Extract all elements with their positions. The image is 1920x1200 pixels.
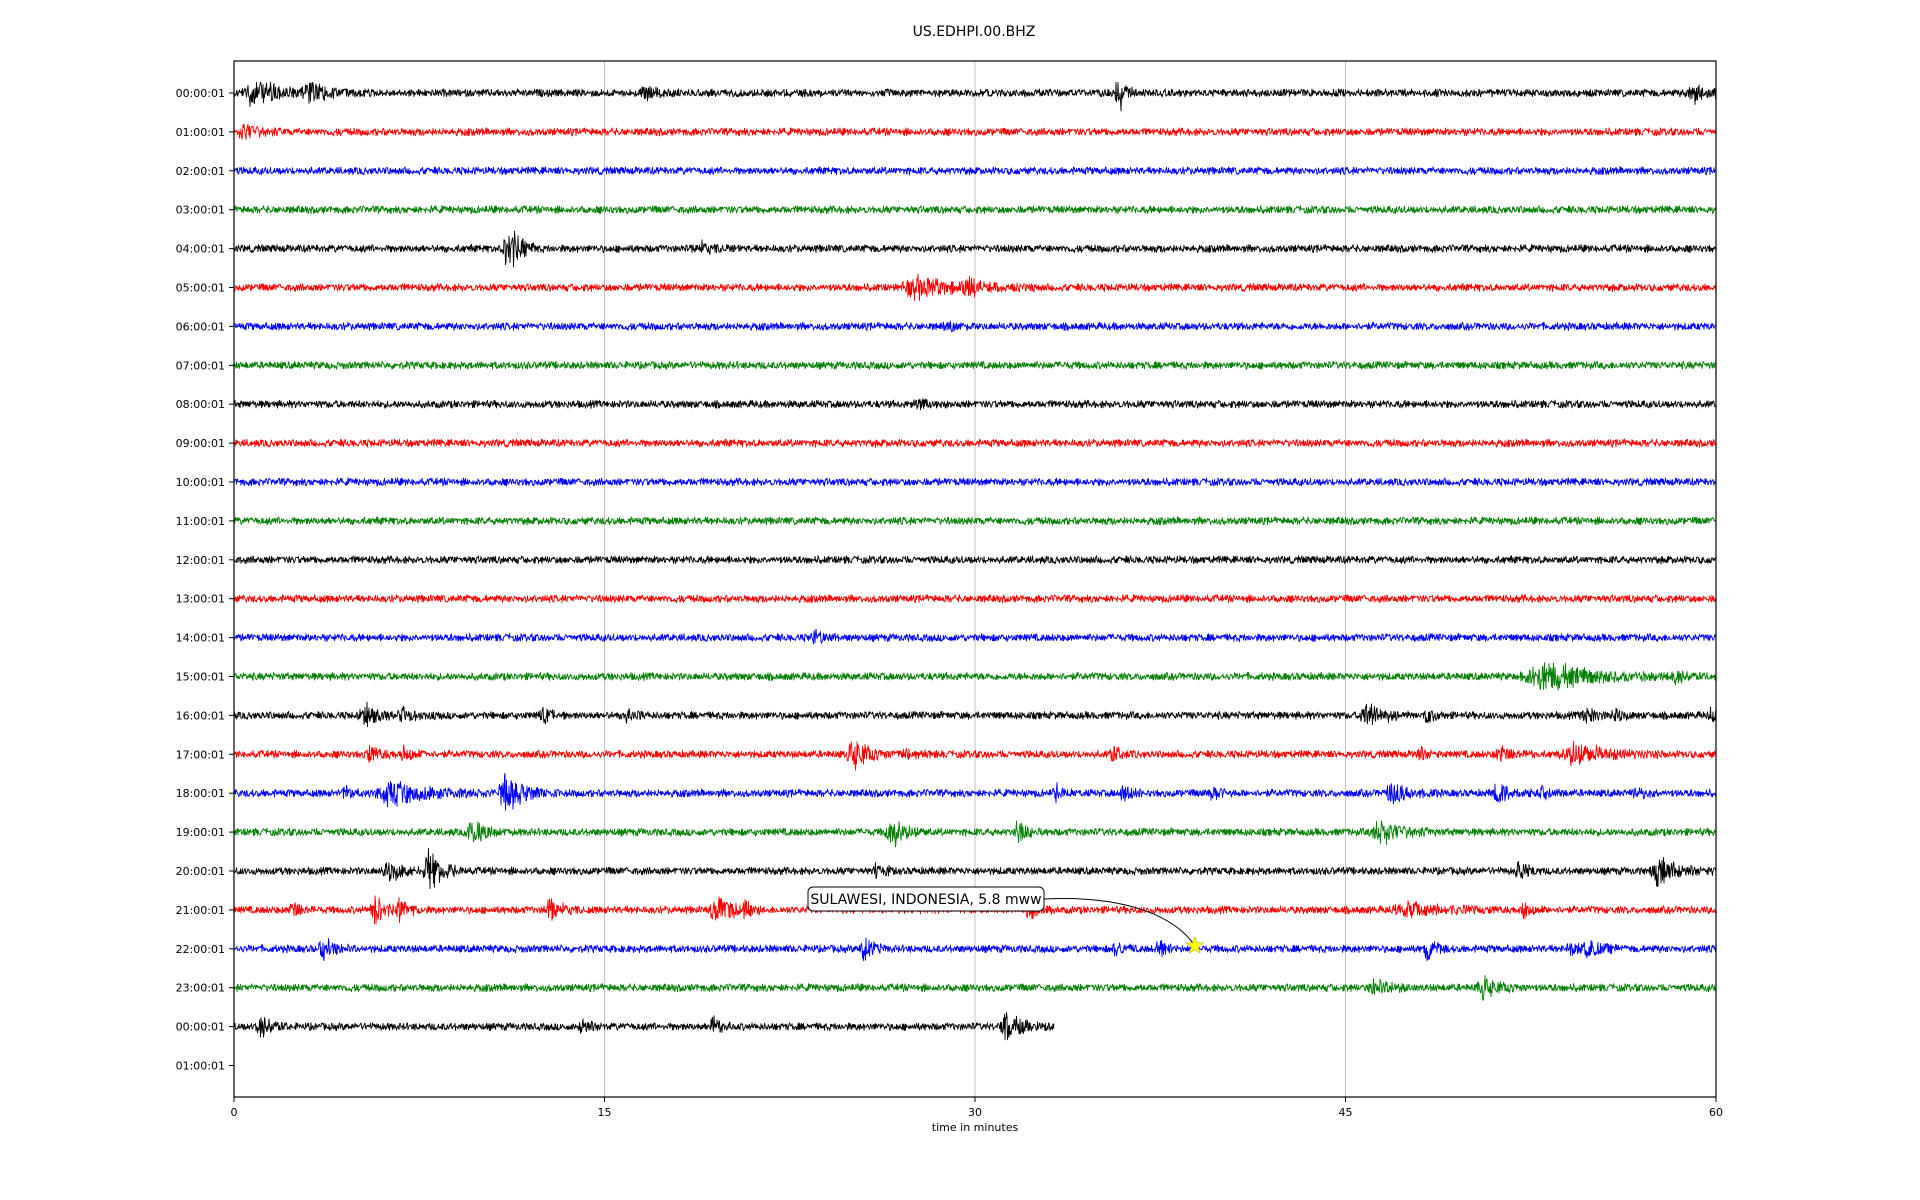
trace-rows (233, 81, 1717, 1041)
y-tick-label: 02:00:01 (176, 165, 225, 178)
y-tick-label: 14:00:01 (176, 632, 225, 645)
trace-row-6 (233, 320, 1717, 333)
x-tick-label: 0 (231, 1106, 238, 1119)
annotation-connector (1043, 898, 1196, 947)
x-axis-label: time in minutes (932, 1121, 1019, 1134)
y-tick-label: 04:00:01 (176, 243, 225, 256)
trace-row-22 (233, 937, 1717, 962)
trace-row-13 (233, 594, 1717, 604)
y-tick-label: 09:00:01 (176, 437, 225, 450)
trace-row-19 (233, 820, 1717, 848)
y-tick-label: 18:00:01 (176, 787, 225, 800)
y-tick-label: 13:00:01 (176, 593, 225, 606)
trace-row-14 (233, 628, 1717, 645)
y-tick-label: 17:00:01 (176, 748, 225, 761)
y-tick-label: 03:00:01 (176, 204, 225, 217)
trace-row-7 (233, 360, 1717, 370)
event-star-marker (1185, 935, 1205, 954)
trace-row-16 (233, 701, 1717, 728)
trace-row-8 (233, 398, 1717, 411)
y-tick-label: 06:00:01 (176, 320, 225, 333)
x-tick-label: 60 (1709, 1106, 1723, 1119)
y-tick-label: 22:00:01 (176, 943, 225, 956)
trace-row-17 (233, 740, 1717, 771)
trace-row-23 (233, 975, 1717, 1001)
trace-row-0 (233, 81, 1717, 112)
event-annotation: SULAWESI, INDONESIA, 5.8 mww (807, 886, 1205, 954)
trace-row-9 (233, 438, 1717, 448)
y-tick-label: 19:00:01 (176, 826, 225, 839)
y-tick-labels: 00:00:01 01:00:01 02:00:01 03:00:01 04:00:01… (176, 87, 234, 1073)
y-tick-label: 00:00:01 (176, 1021, 225, 1034)
trace-row-12 (233, 555, 1717, 565)
chart-title: US.EDHPI.00.BHZ (913, 24, 1036, 40)
trace-row-5 (233, 273, 1717, 301)
trace-row-20 (233, 848, 1717, 889)
x-tick-label: 45 (1339, 1106, 1353, 1119)
y-tick-label: 00:00:01 (176, 87, 225, 100)
y-tick-label: 05:00:01 (176, 282, 225, 295)
trace-row-15 (233, 662, 1717, 691)
trace-row-24 (233, 1011, 1055, 1041)
y-tick-label: 10:00:01 (176, 476, 225, 489)
y-tick-label: 23:00:01 (176, 982, 225, 995)
trace-row-18 (233, 772, 1717, 811)
annotation-box (807, 886, 1045, 912)
y-tick-label: 01:00:01 (176, 1060, 225, 1073)
y-tick-label: 16:00:01 (176, 709, 225, 722)
y-tick-label: 01:00:01 (176, 126, 225, 139)
x-tick-label: 15 (598, 1106, 612, 1119)
annotation-label: SULAWESI, INDONESIA, 5.8 mww (810, 892, 1041, 908)
y-tick-label: 15:00:01 (176, 671, 225, 684)
trace-row-2 (233, 166, 1717, 176)
x-tick-label: 30 (968, 1106, 982, 1119)
trace-row-1 (233, 123, 1717, 140)
y-tick-label: 12:00:01 (176, 554, 225, 567)
y-tick-label: 08:00:01 (176, 398, 225, 411)
y-tick-label: 20:00:01 (176, 865, 225, 878)
x-gridlines (604, 61, 1346, 1097)
y-tick-label: 11:00:01 (176, 515, 225, 528)
trace-row-11 (233, 516, 1717, 526)
y-tick-label: 07:00:01 (176, 359, 225, 372)
trace-row-3 (233, 205, 1717, 215)
trace-row-4 (233, 230, 1717, 268)
trace-row-10 (233, 477, 1717, 487)
x-tick-labels: 0 15 30 45 60 (231, 1097, 1723, 1119)
y-tick-label: 21:00:01 (176, 904, 225, 917)
plot-frame (233, 60, 1717, 1098)
